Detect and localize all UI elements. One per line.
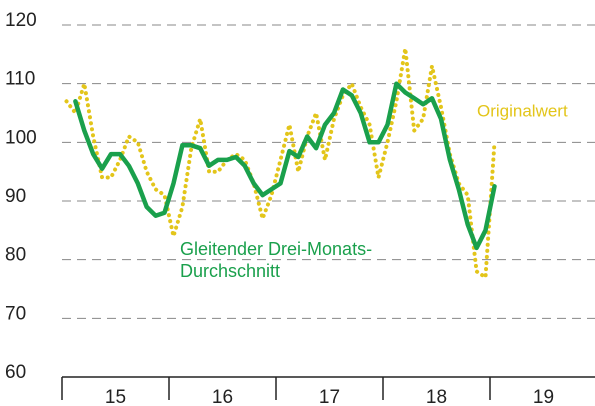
x-tick-label: 19 xyxy=(533,387,554,406)
y-tick-label: 60 xyxy=(5,362,26,383)
x-tick-label: 17 xyxy=(319,387,340,406)
y-tick-label: 80 xyxy=(5,245,26,266)
y-tick-label: 110 xyxy=(5,69,35,90)
x-tick-label: 16 xyxy=(212,387,233,406)
y-tick-label: 70 xyxy=(5,303,26,324)
series-label: Originalwert xyxy=(477,101,568,120)
series-label: Gleitender Drei-Monats- xyxy=(180,239,372,259)
series-line xyxy=(73,81,497,251)
x-tick-label: 15 xyxy=(105,387,126,406)
series-label: Durchschnitt xyxy=(180,261,280,281)
y-tick-label: 90 xyxy=(5,186,26,207)
y-tick-label: 100 xyxy=(5,127,37,148)
x-tick-label: 18 xyxy=(426,387,447,406)
y-tick-label: 120 xyxy=(5,10,37,31)
